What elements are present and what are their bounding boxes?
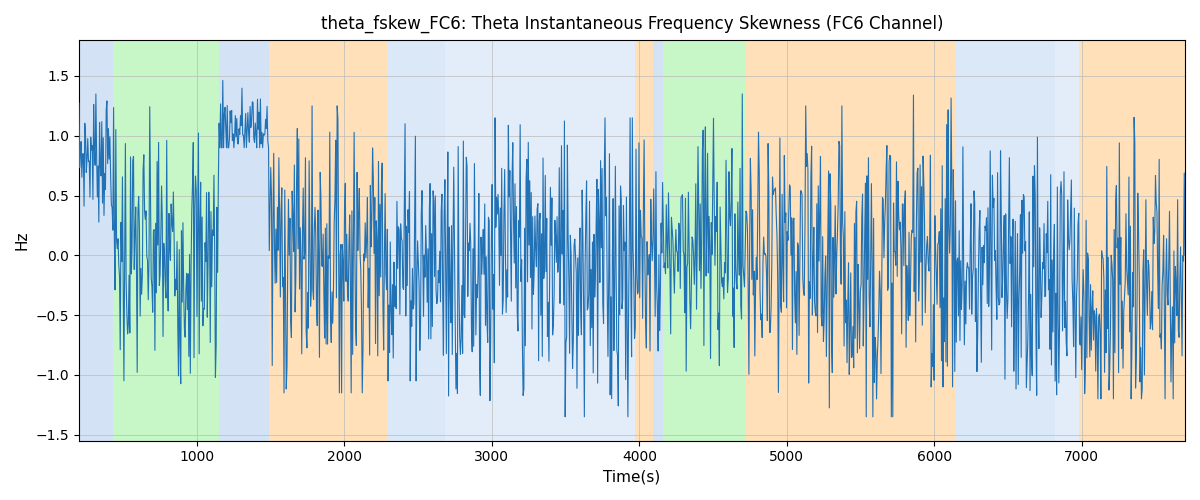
- Bar: [1055, 40, 1079, 440]
- Bar: [220, 40, 269, 440]
- Bar: [893, 40, 956, 440]
- Bar: [79, 40, 113, 440]
- X-axis label: Time(s): Time(s): [604, 470, 660, 485]
- Y-axis label: Hz: Hz: [14, 230, 30, 250]
- Bar: [113, 40, 220, 440]
- Bar: [745, 40, 893, 440]
- Bar: [635, 40, 653, 440]
- Bar: [653, 40, 662, 440]
- Bar: [269, 40, 388, 440]
- Bar: [388, 40, 445, 440]
- Bar: [662, 40, 745, 440]
- Bar: [1079, 40, 1186, 440]
- Bar: [956, 40, 1055, 440]
- Title: theta_fskew_FC6: Theta Instantaneous Frequency Skewness (FC6 Channel): theta_fskew_FC6: Theta Instantaneous Fre…: [320, 15, 943, 34]
- Bar: [445, 40, 635, 440]
